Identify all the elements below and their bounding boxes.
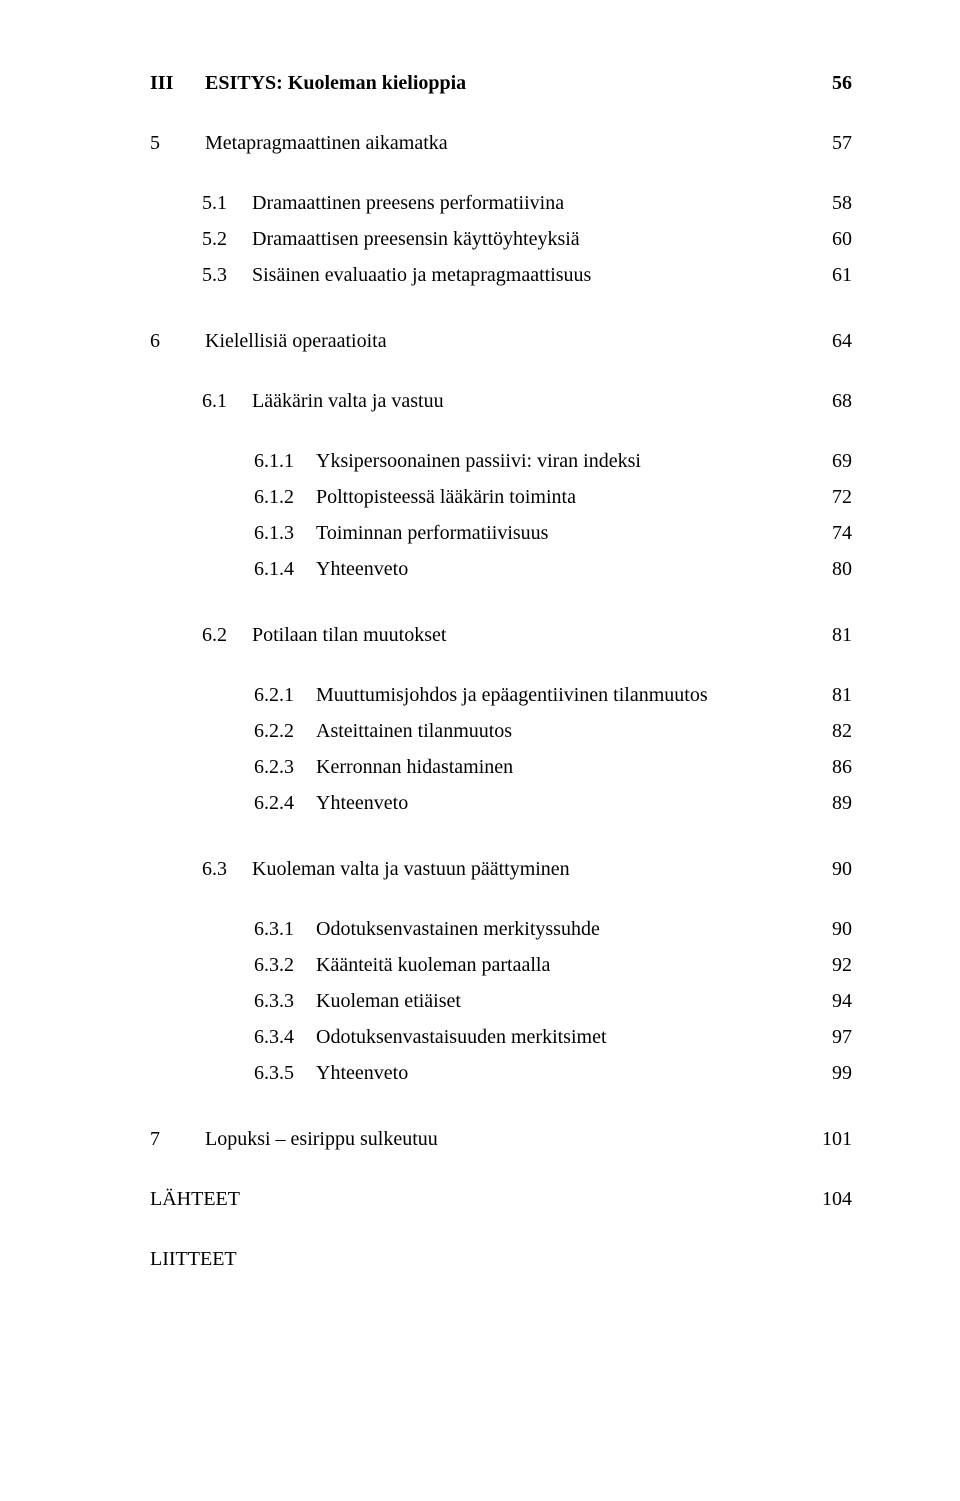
toc-subsection-num: 6.2.2 <box>254 716 316 746</box>
toc-subsection-title: Yhteenveto <box>316 1062 408 1084</box>
toc-subsection-title: Polttopisteessä lääkärin toiminta <box>316 486 576 508</box>
toc-section-num: 5.1 <box>202 188 252 218</box>
toc-subsection: 6.2.1Muuttumisjohdos ja epäagentiivinen … <box>254 680 852 710</box>
toc-subsection: 6.1.1Yksipersoonainen passiivi: viran in… <box>254 446 852 476</box>
toc-chapter-page: 57 <box>792 128 852 158</box>
toc-subsection-num: 6.1.1 <box>254 446 316 476</box>
toc-subsection-title: Asteittainen tilanmuutos <box>316 720 512 742</box>
toc-section-title: Kuoleman valta ja vastuun päättyminen <box>252 858 570 880</box>
toc-subsection-num: 6.3.5 <box>254 1058 316 1088</box>
toc-subsection: 6.3.4Odotuksenvastaisuuden merkitsimet 9… <box>254 1022 852 1052</box>
toc-subsection-num: 6.3.4 <box>254 1022 316 1052</box>
toc-appendix-title: LIITTEET <box>150 1244 792 1274</box>
toc-section-num: 6.1 <box>202 386 252 416</box>
toc-subsection-page: 82 <box>792 716 852 746</box>
toc-subsection: 6.3.1Odotuksenvastainen merkityssuhde 90 <box>254 914 852 944</box>
toc-subsection-num: 6.1.4 <box>254 554 316 584</box>
toc-section-num: 6.2 <box>202 620 252 650</box>
toc-chapter: 5 Metapragmaattinen aikamatka 57 <box>150 128 852 158</box>
toc-chapter: 6 Kielellisiä operaatioita 64 <box>150 326 852 356</box>
toc-subsection-title: Yhteenveto <box>316 558 408 580</box>
toc-subsection-page: 97 <box>792 1022 852 1052</box>
toc-chapter-num: 5 <box>150 128 200 158</box>
toc-subsection-page: 89 <box>792 788 852 818</box>
toc-section: 6.2Potilaan tilan muutokset 81 <box>202 620 852 650</box>
toc-subsection-num: 6.2.3 <box>254 752 316 782</box>
toc-subsection-page: 80 <box>792 554 852 584</box>
toc-section-title: Lääkärin valta ja vastuu <box>252 390 444 412</box>
toc-subsection-num: 6.3.1 <box>254 914 316 944</box>
toc-subsection-num: 6.2.1 <box>254 680 316 710</box>
toc-subsection-page: 74 <box>792 518 852 548</box>
toc-references: LÄHTEET 104 <box>150 1184 852 1214</box>
toc-subsection-page: 81 <box>792 680 852 710</box>
toc-subsection-title: Muuttumisjohdos ja epäagentiivinen tilan… <box>316 684 708 706</box>
toc-section-page: 61 <box>792 260 852 290</box>
toc-part-title: ESITYS: Kuoleman kielioppia <box>205 72 466 94</box>
toc-section-page: 60 <box>792 224 852 254</box>
toc-chapter-num: 6 <box>150 326 200 356</box>
toc-section-title: Dramaattinen preesens performatiivina <box>252 192 564 214</box>
toc-part-num: III <box>150 68 200 98</box>
toc-references-page: 104 <box>792 1184 852 1214</box>
toc-subsection-title: Yksipersoonainen passiivi: viran indeksi <box>316 450 641 472</box>
toc-chapter-title: Metapragmaattinen aikamatka <box>205 132 448 154</box>
toc-chapter-num: 7 <box>150 1124 200 1154</box>
toc-subsection-page: 86 <box>792 752 852 782</box>
toc-section-num: 5.3 <box>202 260 252 290</box>
toc-subsection-num: 6.3.2 <box>254 950 316 980</box>
toc-subsection: 6.2.3Kerronnan hidastaminen 86 <box>254 752 852 782</box>
toc-references-title: LÄHTEET <box>150 1184 792 1214</box>
toc-appendix: LIITTEET <box>150 1244 852 1274</box>
toc-subsection-title: Yhteenveto <box>316 792 408 814</box>
toc-subsection-page: 72 <box>792 482 852 512</box>
toc-subsection-title: Odotuksenvastaisuuden merkitsimet <box>316 1026 607 1048</box>
toc-subsection-title: Kuoleman etiäiset <box>316 990 461 1012</box>
toc-subsection: 6.3.3Kuoleman etiäiset 94 <box>254 986 852 1016</box>
toc-section-page: 90 <box>792 854 852 884</box>
toc-section-title: Dramaattisen preesensin käyttöyhteyksiä <box>252 228 580 250</box>
toc-subsection: 6.3.2Käänteitä kuoleman partaalla 92 <box>254 950 852 980</box>
toc-section: 5.1Dramaattinen preesens performatiivina… <box>202 188 852 218</box>
toc-section-title: Potilaan tilan muutokset <box>252 624 446 646</box>
toc-part-page: 56 <box>792 68 852 98</box>
toc-subsection-num: 6.1.3 <box>254 518 316 548</box>
toc-subsection: 6.1.3Toiminnan performatiivisuus 74 <box>254 518 852 548</box>
toc-subsection-page: 69 <box>792 446 852 476</box>
toc-subsection-page: 90 <box>792 914 852 944</box>
toc-chapter-title: Kielellisiä operaatioita <box>205 330 387 352</box>
toc-subsection-num: 6.1.2 <box>254 482 316 512</box>
toc-section-title: Sisäinen evaluaatio ja metapragmaattisuu… <box>252 264 591 286</box>
toc-subsection: 6.3.5Yhteenveto 99 <box>254 1058 852 1088</box>
toc-section-page: 81 <box>792 620 852 650</box>
toc-subsection-page: 92 <box>792 950 852 980</box>
toc-subsection-page: 94 <box>792 986 852 1016</box>
toc-subsection: 6.2.4Yhteenveto 89 <box>254 788 852 818</box>
toc-subsection: 6.1.4Yhteenveto 80 <box>254 554 852 584</box>
toc-part-heading: III ESITYS: Kuoleman kielioppia 56 <box>150 68 852 98</box>
toc-section-num: 6.3 <box>202 854 252 884</box>
toc-chapter-page: 101 <box>792 1124 852 1154</box>
toc-subsection-page: 99 <box>792 1058 852 1088</box>
toc-section: 6.1Lääkärin valta ja vastuu 68 <box>202 386 852 416</box>
toc-subsection: 6.2.2Asteittainen tilanmuutos 82 <box>254 716 852 746</box>
toc-chapter-title: Lopuksi – esirippu sulkeutuu <box>205 1128 438 1150</box>
toc-subsection-title: Kerronnan hidastaminen <box>316 756 513 778</box>
toc-section-page: 58 <box>792 188 852 218</box>
toc-section-num: 5.2 <box>202 224 252 254</box>
toc-subsection-title: Odotuksenvastainen merkityssuhde <box>316 918 600 940</box>
toc-section: 5.2Dramaattisen preesensin käyttöyhteyks… <box>202 224 852 254</box>
toc-section-page: 68 <box>792 386 852 416</box>
toc-chapter: 7 Lopuksi – esirippu sulkeutuu 101 <box>150 1124 852 1154</box>
toc-subsection-title: Toiminnan performatiivisuus <box>316 522 548 544</box>
toc-section: 5.3Sisäinen evaluaatio ja metapragmaatti… <box>202 260 852 290</box>
toc-chapter-page: 64 <box>792 326 852 356</box>
toc-subsection: 6.1.2Polttopisteessä lääkärin toiminta 7… <box>254 482 852 512</box>
toc-subsection-num: 6.2.4 <box>254 788 316 818</box>
toc-subsection-title: Käänteitä kuoleman partaalla <box>316 954 550 976</box>
toc-section: 6.3Kuoleman valta ja vastuun päättyminen… <box>202 854 852 884</box>
toc-subsection-num: 6.3.3 <box>254 986 316 1016</box>
